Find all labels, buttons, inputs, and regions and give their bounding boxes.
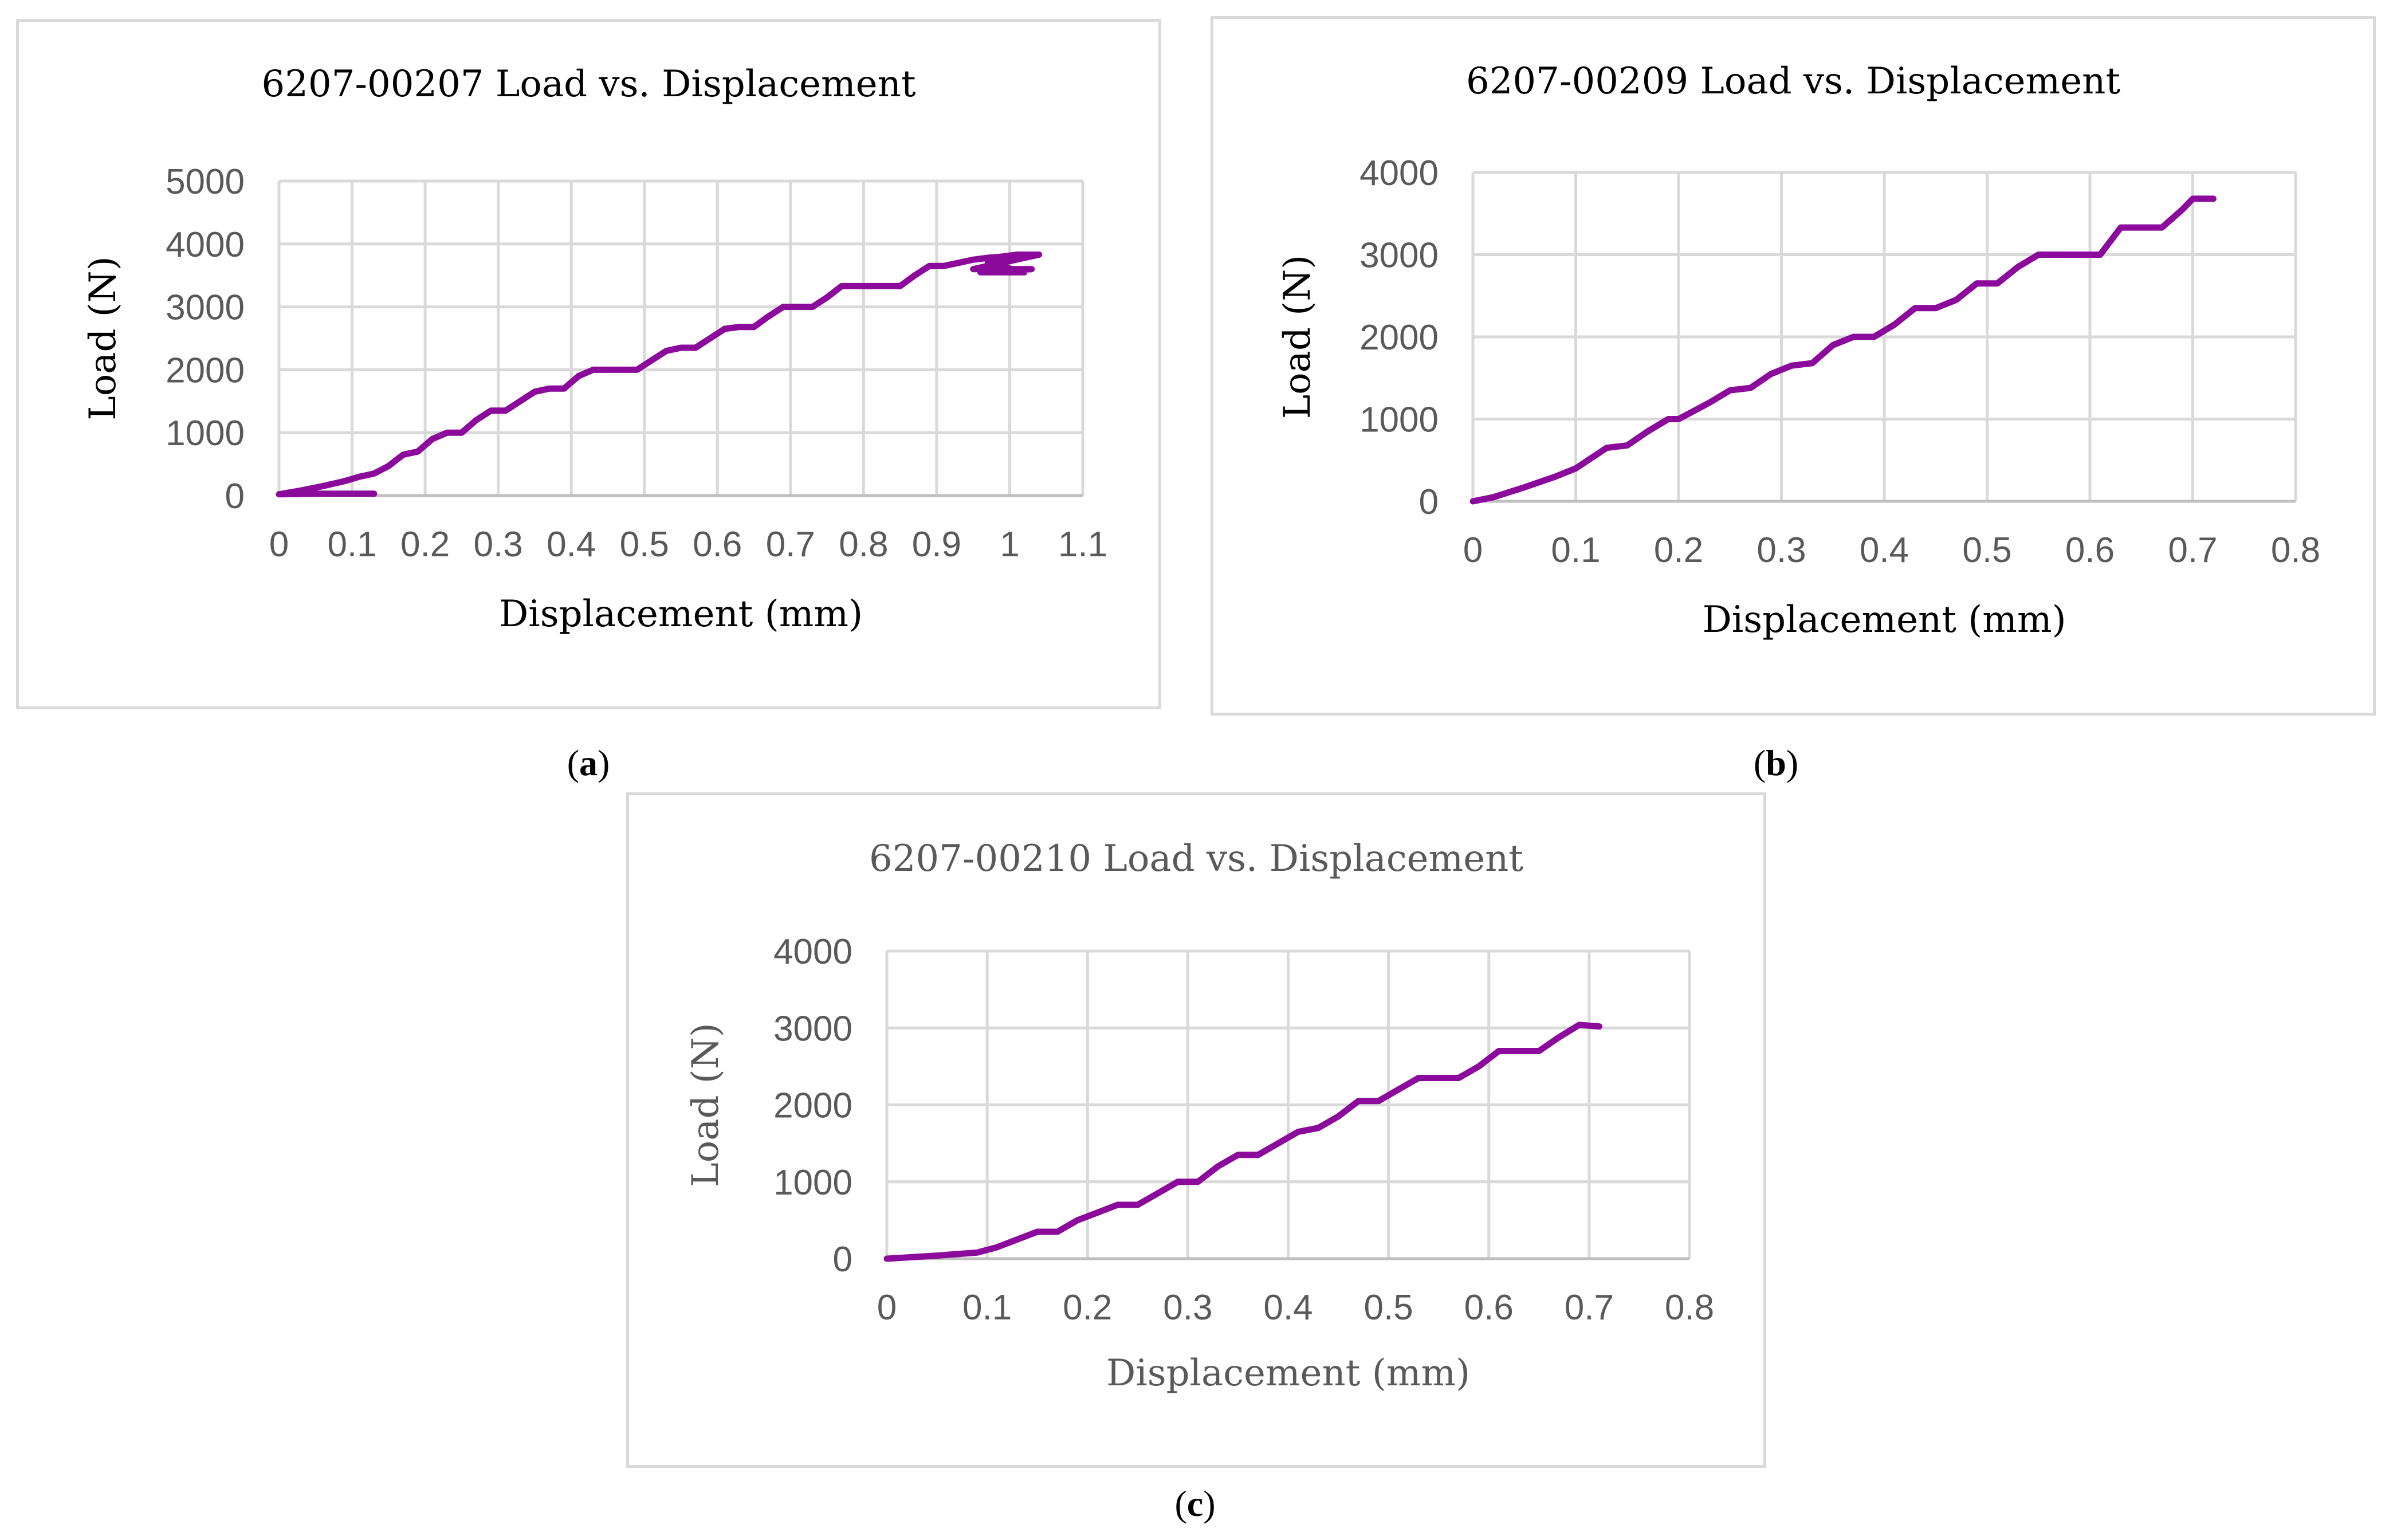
y-tick-label: 1000	[773, 1163, 852, 1203]
chart-a-plot: 0 0.1 0.2 0.3 0.4 0.5 0.6 0.7 0.8 0.9 1 1.1 0 1000 200…	[82, 162, 1107, 635]
chart-title-b: 6207-00209 Load vs. Displacement	[1465, 60, 2121, 103]
chart-panel-b: 6207-00209 Load vs. Displacement 0 0.1 0.2…	[1211, 16, 2376, 716]
y-tick-label: 4000	[773, 932, 852, 972]
x-tick-label: 0.7	[1565, 1288, 1614, 1327]
y-tick-label: 3000	[166, 288, 245, 328]
series-line-load	[1469, 195, 2217, 505]
x-tick-label: 0.4	[1860, 531, 1909, 570]
x-tick-label: 0.5	[1364, 1288, 1413, 1327]
chart-title-a: 6207-00207 Load vs. Displacement	[261, 63, 916, 105]
x-tick-label: 0.2	[400, 525, 450, 564]
x-tick-label: 0.2	[1063, 1288, 1112, 1327]
x-tick-label: 0.9	[912, 525, 961, 564]
chart-title-c: 6207-00210 Load vs. Displacement	[869, 838, 1524, 880]
chart-panel-a: 6207-00207 Load vs. Displacement 0 0.1 0.2…	[16, 19, 1161, 709]
x-tick-label: 0.8	[1665, 1288, 1714, 1327]
x-tick-label: 0.7	[2168, 531, 2217, 570]
y-tick-label: 1000	[1359, 400, 1439, 440]
y-tick-label: 4000	[1359, 154, 1439, 193]
x-tick-label: 0.4	[1263, 1288, 1313, 1327]
y-axis-title: Load (N)	[1276, 255, 1319, 419]
caption-b-letter: b	[1766, 742, 1786, 783]
x-tick-label: 0.6	[2065, 531, 2115, 570]
x-tick-label: 0	[877, 1288, 897, 1327]
x-tick-label: 0.5	[620, 525, 669, 564]
x-tick-label: 0.1	[327, 525, 376, 564]
x-tick-label: 0	[1463, 531, 1483, 570]
x-tick-label: 0.8	[839, 525, 888, 564]
x-tick-label: 0.1	[1551, 531, 1600, 570]
y-axis-title: Load (N)	[685, 1023, 727, 1187]
x-tick-label: 0.6	[693, 525, 742, 564]
y-tick-label: 0	[833, 1240, 852, 1279]
y-tick-label: 0	[225, 477, 245, 516]
chart-c-plot: 0 0.1 0.2 0.3 0.4 0.5 0.6 0.7 0.8 0 1000 2000 3000 40…	[685, 932, 1714, 1394]
x-tick-label: 0.1	[962, 1288, 1012, 1327]
x-axis-title: Displacement (mm)	[1106, 1352, 1470, 1394]
x-tick-label: 0	[269, 525, 289, 564]
y-tick-label: 4000	[166, 225, 245, 265]
x-tick-label: 0.6	[1464, 1288, 1514, 1327]
caption-c: (c)	[1174, 1483, 1216, 1524]
x-tick-label: 0.8	[2271, 531, 2320, 570]
y-tick-label: 0	[1419, 482, 1439, 522]
x-tick-label: 0.5	[1962, 531, 2011, 570]
x-tick-label: 0.7	[766, 525, 815, 564]
y-tick-label: 2000	[1359, 318, 1439, 358]
chart-b-plot: 0 0.1 0.2 0.3 0.4 0.5 0.6 0.7 0.8 0 1000 2000 3000 40…	[1276, 154, 2320, 641]
y-tick-label: 3000	[1359, 236, 1439, 276]
x-tick-label: 0.3	[1757, 531, 1806, 570]
y-tick-label: 2000	[773, 1086, 852, 1126]
x-tick-label: 0.2	[1654, 531, 1703, 570]
y-tick-label: 5000	[166, 162, 245, 202]
y-tick-label: 3000	[773, 1009, 852, 1048]
y-tick-label: 1000	[166, 414, 245, 453]
series-line-load	[883, 1022, 1602, 1262]
x-tick-label: 0.3	[474, 525, 523, 564]
series-line-load	[276, 252, 1042, 498]
x-tick-label: 1	[1000, 525, 1019, 564]
chart-panel-c: 6207-00210 Load vs. Displacement 0 0.1 0.2…	[626, 792, 1766, 1468]
caption-a: (a)	[567, 742, 610, 783]
x-axis-title: Displacement (mm)	[499, 593, 863, 635]
x-tick-label: 1.1	[1058, 525, 1107, 564]
x-axis-title: Displacement (mm)	[1702, 599, 2066, 641]
caption-a-letter: a	[579, 742, 598, 783]
y-axis-title: Load (N)	[82, 256, 124, 420]
x-tick-label: 0.3	[1163, 1288, 1212, 1327]
caption-c-letter: c	[1186, 1483, 1204, 1524]
y-tick-label: 2000	[166, 351, 245, 390]
x-tick-label: 0.4	[547, 525, 596, 564]
caption-b: (b)	[1753, 742, 1799, 783]
